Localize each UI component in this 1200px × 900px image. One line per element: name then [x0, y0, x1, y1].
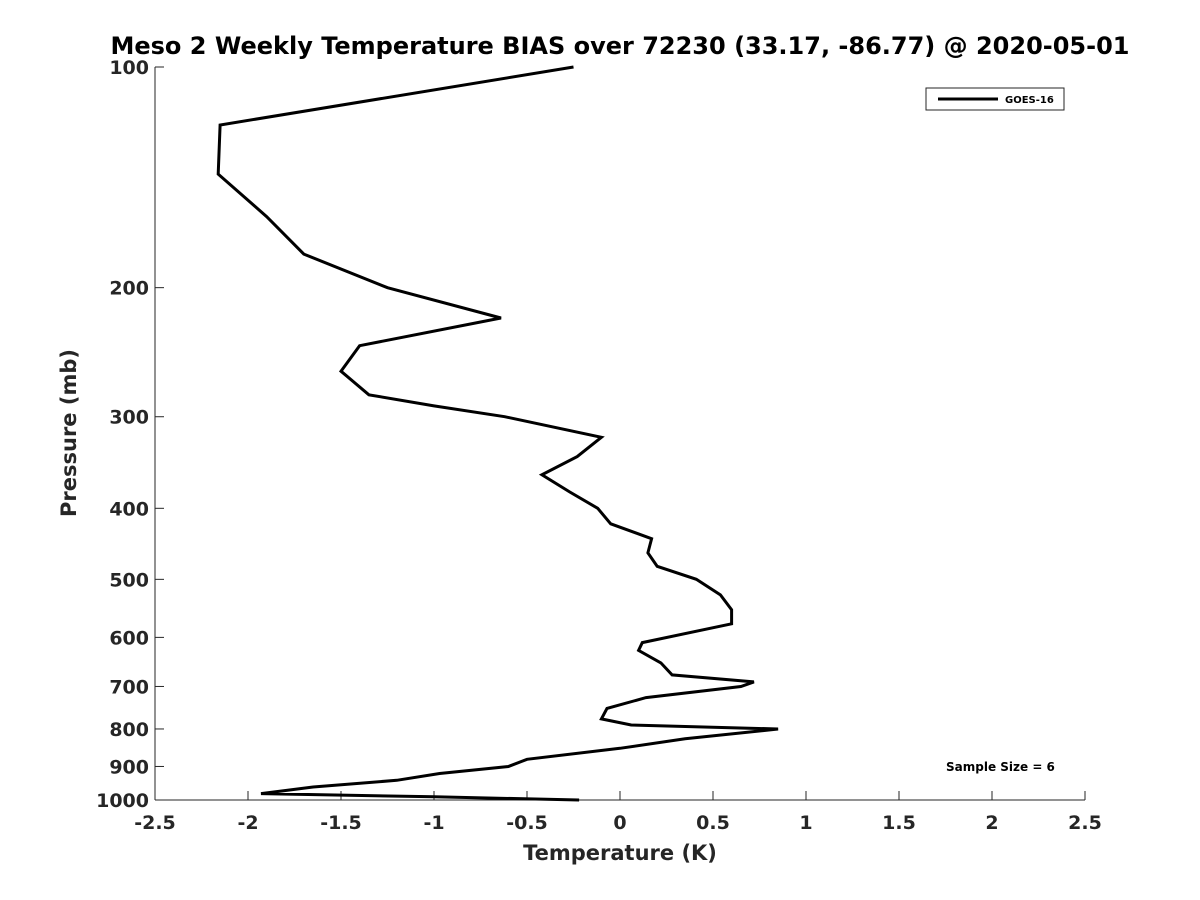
y-tick-label: 600: [109, 627, 149, 649]
y-tick-label: 100: [109, 57, 149, 79]
y-tick-label: 500: [109, 569, 149, 591]
x-tick-label: -2.5: [134, 812, 176, 834]
x-tick-label: 0.5: [696, 812, 730, 834]
x-axis: -2.5 -2 -1.5 -1 -0.5 0 0.5 1 1.5 2 2.5: [134, 791, 1102, 834]
y-tick-label: 800: [109, 719, 149, 741]
legend-label: GOES-16: [1005, 95, 1054, 106]
x-tick-label: 2: [985, 812, 998, 834]
y-tick-label: 400: [109, 498, 149, 520]
x-tick-label: 2.5: [1068, 812, 1102, 834]
y-axis-label: Pressure (mb): [57, 349, 81, 517]
sample-size-annotation: Sample Size = 6: [946, 760, 1055, 774]
y-tick-label: 300: [109, 407, 149, 429]
x-tick-label: 1: [799, 812, 812, 834]
x-tick-label: -0.5: [506, 812, 548, 834]
legend: GOES-16: [925, 87, 1065, 111]
x-tick-label: -1.5: [320, 812, 362, 834]
y-tick-label: 1000: [96, 790, 149, 812]
chart-title: Meso 2 Weekly Temperature BIAS over 7223…: [110, 32, 1129, 60]
x-tick-label: -2: [237, 812, 258, 834]
series-line-goes-16: [216, 65, 779, 802]
x-axis-label: Temperature (K): [523, 841, 717, 865]
y-tick-label: 900: [109, 756, 149, 778]
x-tick-label: 0: [613, 812, 626, 834]
y-tick-label: 700: [109, 676, 149, 698]
x-tick-label: -1: [423, 812, 444, 834]
plot-area: [155, 67, 1085, 800]
y-axis: 100 200 300 400 500 600 700 800 900 1000: [96, 57, 164, 812]
y-tick-label: 200: [109, 278, 149, 300]
x-tick-label: 1.5: [882, 812, 916, 834]
